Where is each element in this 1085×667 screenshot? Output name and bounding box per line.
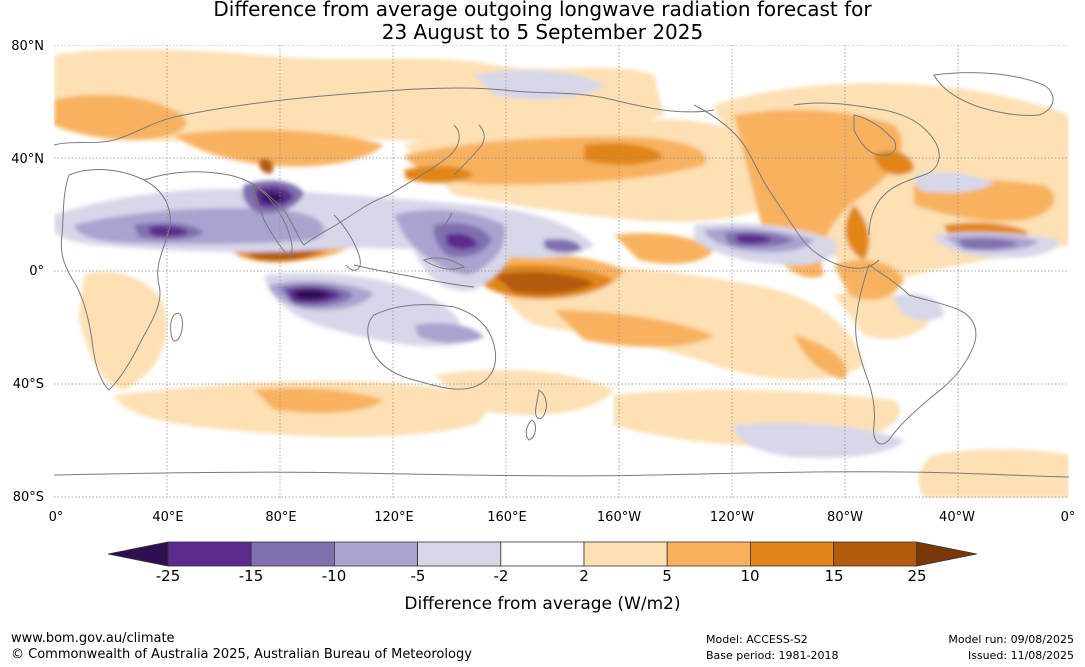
gridlines: [54, 45, 1069, 498]
colorbar-tick-5: -2: [493, 567, 509, 585]
lat-label-80n: 80°N: [11, 39, 44, 54]
colorbar-swatch-9: [833, 541, 918, 567]
footer-base-period: Base period: 1981-2018: [706, 649, 839, 662]
colorbar-tick-1: -25: [155, 567, 181, 585]
colorbar-swatch-7: [666, 541, 751, 567]
anomaly-map: [54, 45, 1069, 498]
footer-model-run: Model run: 09/08/2025: [948, 633, 1074, 646]
colorbar-tick-6: 2: [579, 567, 589, 585]
colorbar-arrow-high: [916, 541, 977, 567]
map-canvas: [54, 45, 1069, 498]
chart-title-line2: 23 August to 5 September 2025: [381, 20, 704, 44]
colorbar-tick-9: 15: [824, 567, 844, 585]
colorbar-arrow-low: [108, 541, 169, 567]
lon-label-120w: 120°W: [709, 510, 755, 525]
colorbar-swatch-4: [417, 541, 502, 567]
colorbar-tick-4: -5: [410, 567, 426, 585]
colorbar-tick-2: -15: [238, 567, 264, 585]
lon-label-40w: 40°W: [939, 510, 975, 525]
colorbar-tick-3: -10: [321, 567, 347, 585]
lon-label-160e: 160°E: [487, 510, 527, 525]
footer-issued: Issued: 11/08/2025: [967, 649, 1074, 662]
footer-model: Model: ACCESS-S2: [706, 633, 808, 646]
colorbar-swatch-3: [333, 541, 418, 567]
lon-label-120e: 120°E: [374, 510, 414, 525]
lat-label-80s: 80°S: [12, 490, 44, 505]
lat-label-40n: 40°N: [11, 152, 44, 167]
lon-label-40e: 40°E: [152, 510, 184, 525]
chart-title-line1: Difference from average outgoing longwav…: [213, 0, 872, 21]
colorbar-swatch-1: [167, 541, 252, 567]
lon-label-160w: 160°W: [596, 510, 642, 525]
colorbar-swatch-8: [750, 541, 835, 567]
footer-url[interactable]: www.bom.gov.au/climate: [11, 631, 175, 646]
colorbar: [108, 541, 977, 567]
lon-label-80e: 80°E: [265, 510, 297, 525]
coastlines: [54, 72, 1069, 478]
colorbar-swatch-6: [583, 541, 668, 567]
colorbar-swatch-2: [250, 541, 335, 567]
footer-copyright: © Commonwealth of Australia 2025, Austra…: [11, 647, 472, 662]
colorbar-swatch-5: [500, 541, 585, 567]
lon-label-0-left: 0°: [48, 510, 64, 525]
colorbar-title: Difference from average (W/m2): [404, 594, 681, 614]
lat-label-40s: 40°S: [12, 377, 44, 392]
colorbar-tick-8: 10: [740, 567, 760, 585]
colorbar-tick-10: 25: [907, 567, 927, 585]
lat-label-0: 0°: [29, 264, 44, 279]
lon-label-0-right: 0°: [1060, 510, 1076, 525]
colorbar-tick-7: 5: [662, 567, 672, 585]
lon-label-80w: 80°W: [827, 510, 863, 525]
